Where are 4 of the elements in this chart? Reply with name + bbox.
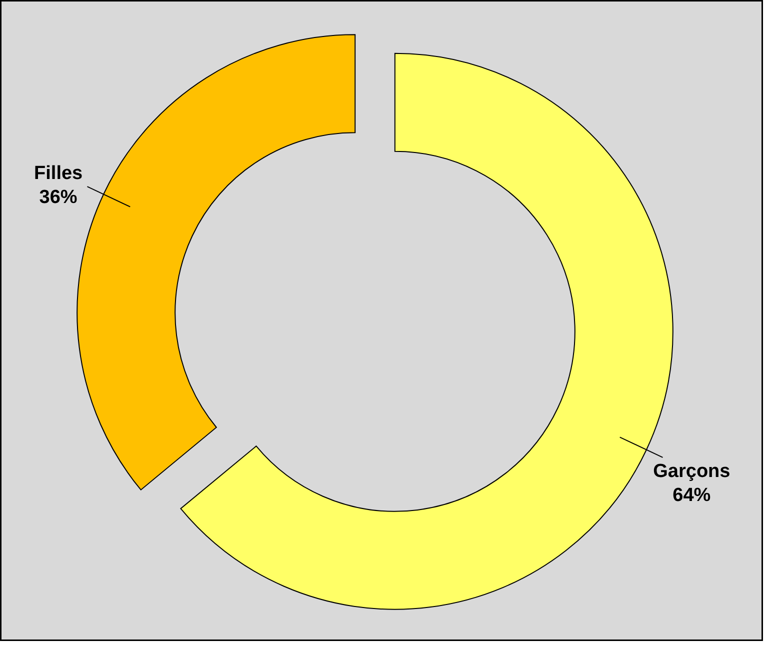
slice-label: Filles xyxy=(34,162,83,184)
slice-label: Garçons xyxy=(653,461,730,482)
data-label: 64% xyxy=(672,485,711,506)
data-label: 36% xyxy=(39,186,78,208)
